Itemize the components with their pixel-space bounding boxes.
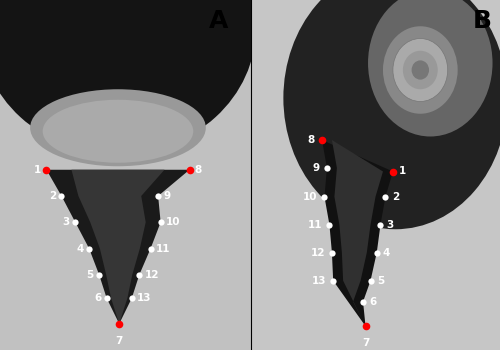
Text: B: B [473, 9, 492, 33]
Ellipse shape [403, 51, 438, 89]
Ellipse shape [0, 0, 256, 154]
Text: 11: 11 [156, 244, 170, 253]
Polygon shape [46, 170, 190, 324]
Ellipse shape [393, 38, 448, 102]
Ellipse shape [383, 26, 458, 114]
Text: 2: 2 [392, 192, 399, 202]
Text: 5: 5 [86, 270, 94, 280]
Text: 10: 10 [303, 192, 318, 202]
Ellipse shape [284, 0, 500, 229]
Text: 9: 9 [163, 191, 170, 201]
Polygon shape [322, 140, 393, 326]
Polygon shape [72, 170, 164, 324]
Ellipse shape [412, 60, 429, 80]
Text: 8: 8 [308, 135, 315, 145]
Text: 7: 7 [362, 338, 369, 348]
Text: 4: 4 [76, 244, 84, 253]
Polygon shape [332, 140, 383, 326]
Text: 1: 1 [34, 165, 41, 175]
Text: 4: 4 [383, 248, 390, 258]
Text: 11: 11 [308, 220, 322, 230]
Text: 12: 12 [144, 270, 159, 280]
Text: 6: 6 [370, 297, 376, 307]
Text: A: A [208, 9, 228, 33]
Ellipse shape [368, 0, 492, 136]
Text: 13: 13 [312, 276, 326, 286]
Text: 7: 7 [116, 336, 123, 345]
Text: 8: 8 [194, 165, 202, 175]
Text: 2: 2 [48, 191, 56, 201]
Text: 5: 5 [376, 276, 384, 286]
Text: 3: 3 [62, 217, 70, 227]
Text: 13: 13 [137, 293, 152, 303]
Ellipse shape [30, 89, 206, 166]
Text: 10: 10 [166, 217, 180, 227]
Text: 12: 12 [310, 248, 325, 258]
Text: 3: 3 [386, 220, 394, 230]
Text: 1: 1 [399, 167, 406, 176]
Ellipse shape [42, 100, 194, 163]
Text: 9: 9 [313, 163, 320, 173]
Text: 6: 6 [94, 293, 101, 303]
